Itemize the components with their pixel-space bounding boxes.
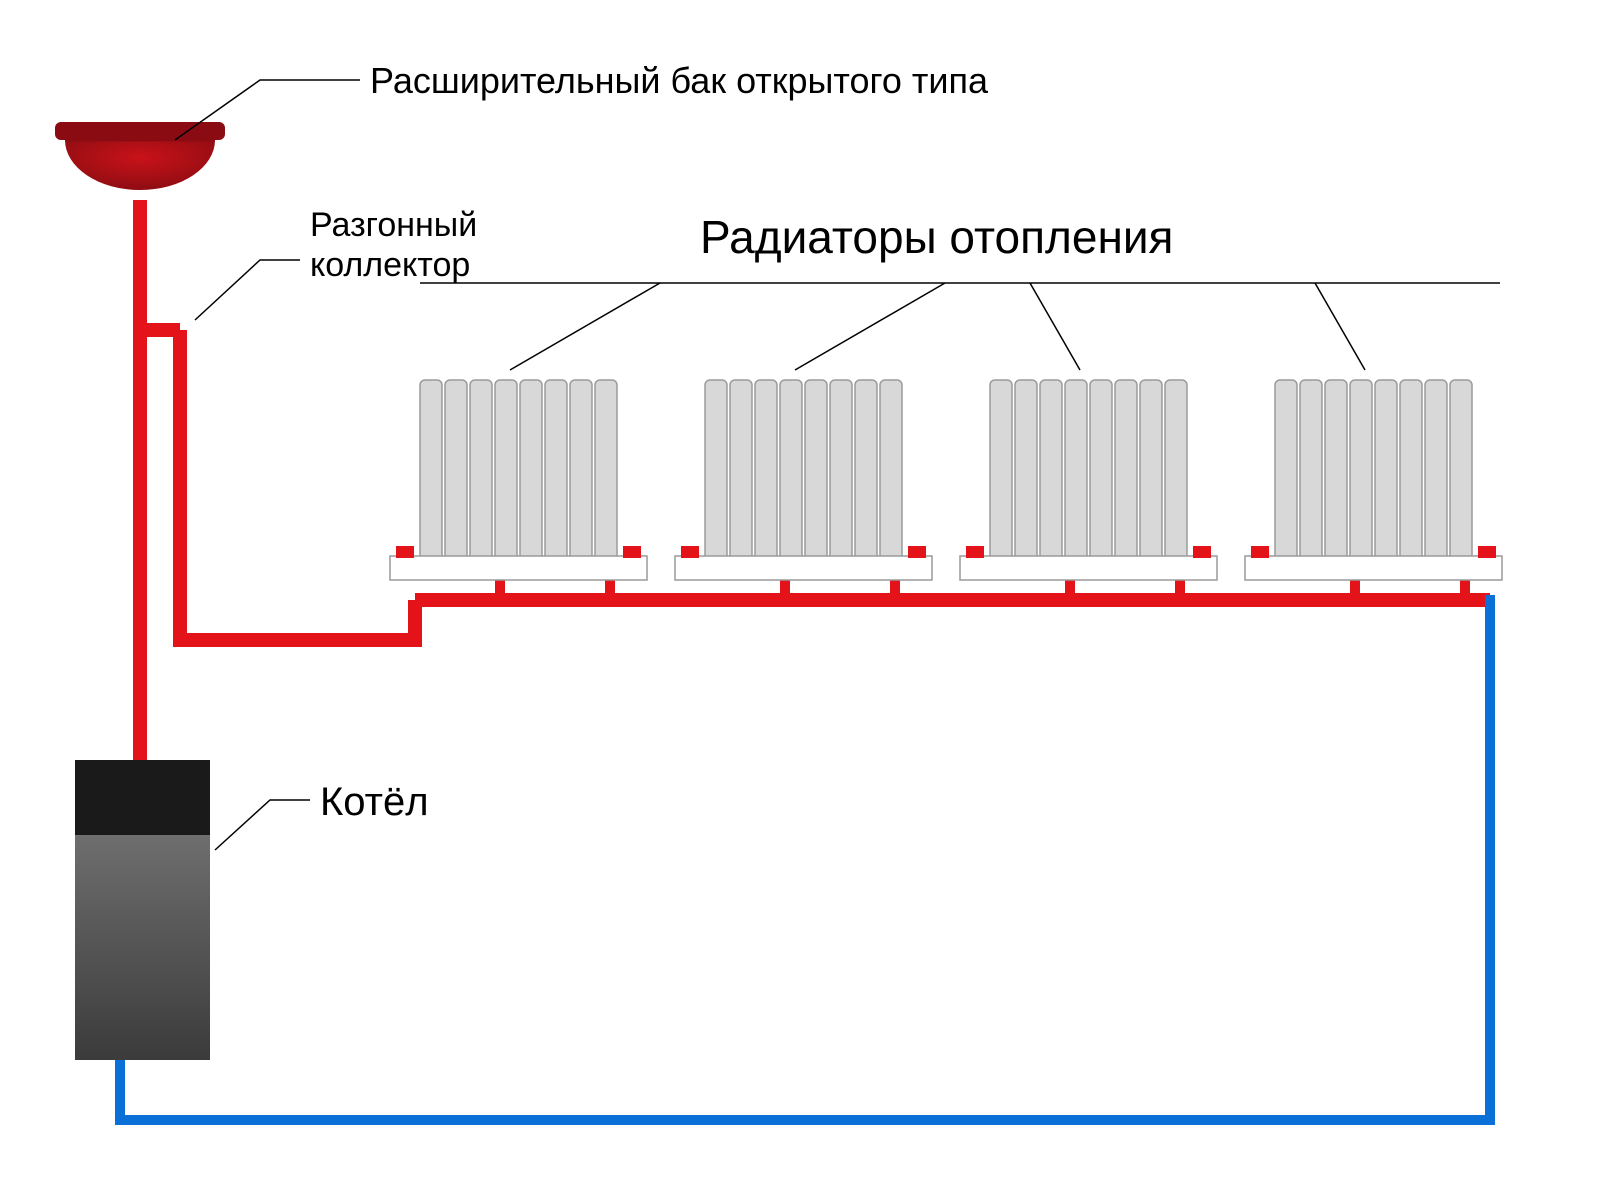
radiator-valve — [396, 546, 414, 558]
radiator-valve — [1478, 546, 1496, 558]
radiator-valve — [681, 546, 699, 558]
radiator-section — [1140, 380, 1162, 560]
label-riser: Разгонный коллектор — [310, 205, 477, 285]
radiator-section — [855, 380, 877, 560]
radiator — [1245, 380, 1502, 580]
radiator-section — [1325, 380, 1347, 560]
radiator-section — [1425, 380, 1447, 560]
radiator-section — [1400, 380, 1422, 560]
radiator-section — [1165, 380, 1187, 560]
radiator-section — [1115, 380, 1137, 560]
radiator-manifold — [1245, 556, 1502, 580]
radiator-section — [880, 380, 902, 560]
radiator-section — [990, 380, 1012, 560]
radiator-valve — [623, 546, 641, 558]
radiator-manifold — [960, 556, 1217, 580]
radiator-section — [1275, 380, 1297, 560]
leader-riser — [195, 260, 300, 320]
radiator-section — [1065, 380, 1087, 560]
boiler-body — [75, 835, 210, 1060]
radiator-valve — [1251, 546, 1269, 558]
expansion-tank — [65, 140, 215, 190]
radiator — [390, 380, 647, 580]
label-riser-line1: Разгонный — [310, 205, 477, 245]
label-boiler: Котёл — [320, 780, 429, 825]
radiator-manifold — [390, 556, 647, 580]
radiator-section — [1375, 380, 1397, 560]
radiator-section — [805, 380, 827, 560]
radiator-section — [1450, 380, 1472, 560]
leader-radiator — [1315, 283, 1365, 370]
radiator — [960, 380, 1217, 580]
leader-radiator — [795, 283, 945, 370]
label-riser-line2: коллектор — [310, 245, 477, 285]
radiator — [675, 380, 932, 580]
radiator-section — [445, 380, 467, 560]
radiator-section — [545, 380, 567, 560]
radiator-section — [1350, 380, 1372, 560]
radiator-section — [495, 380, 517, 560]
leader-radiator — [1030, 283, 1080, 370]
radiator-section — [520, 380, 542, 560]
radiator-section — [1090, 380, 1112, 560]
radiator-section — [755, 380, 777, 560]
hot-pipe — [180, 330, 415, 640]
radiator-section — [780, 380, 802, 560]
radiator-valve — [966, 546, 984, 558]
radiator-manifold — [675, 556, 932, 580]
expansion-tank-lip — [55, 122, 225, 140]
radiator-section — [595, 380, 617, 560]
leader-radiator — [510, 283, 660, 370]
boiler-top — [75, 760, 210, 835]
radiator-section — [1040, 380, 1062, 560]
radiator-section — [1015, 380, 1037, 560]
radiator-section — [1300, 380, 1322, 560]
radiator-section — [470, 380, 492, 560]
radiator-section — [570, 380, 592, 560]
heating-diagram — [0, 0, 1600, 1200]
label-radiators: Радиаторы отопления — [700, 210, 1173, 264]
radiator-section — [830, 380, 852, 560]
label-expansion-tank: Расширительный бак открытого типа — [370, 60, 988, 102]
radiator-section — [705, 380, 727, 560]
radiator-section — [420, 380, 442, 560]
radiator-valve — [908, 546, 926, 558]
leader-boiler — [215, 800, 310, 850]
cold-pipe — [120, 595, 1490, 1120]
radiator-valve — [1193, 546, 1211, 558]
radiator-section — [730, 380, 752, 560]
